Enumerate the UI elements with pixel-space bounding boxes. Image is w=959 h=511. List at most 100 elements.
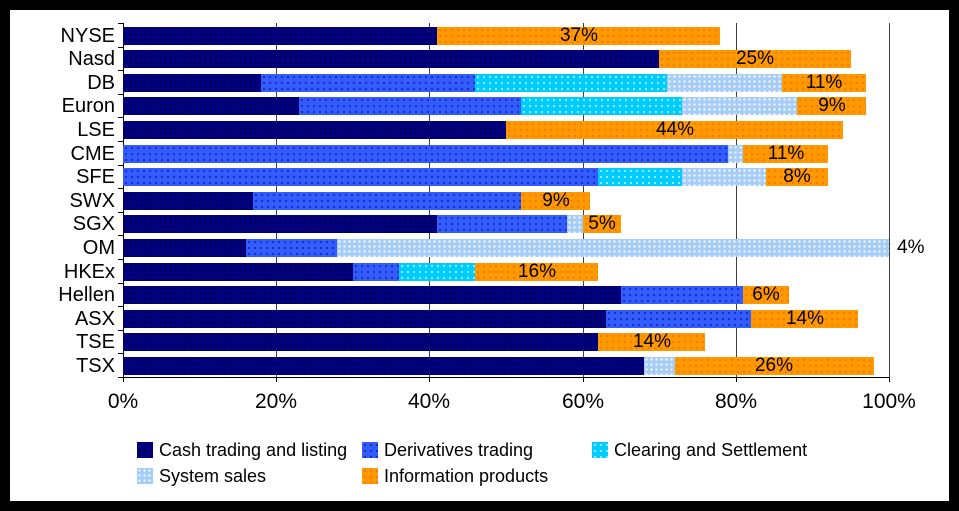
y-axis-tick bbox=[118, 165, 123, 166]
y-axis-tick bbox=[118, 94, 123, 95]
y-axis-label-hkex: HKEx bbox=[63, 261, 115, 283]
bar-row-tse bbox=[123, 333, 706, 351]
bar-segment-hkex-derivatives bbox=[352, 263, 399, 281]
bar-segment-lse-cash bbox=[123, 121, 506, 139]
x-axis-tick bbox=[889, 377, 890, 382]
y-axis-label-tse: TSE bbox=[76, 331, 115, 353]
bar-segment-euron-system bbox=[682, 97, 798, 115]
x-axis-tick-label: 100% bbox=[862, 390, 916, 413]
y-axis-tick bbox=[118, 70, 123, 71]
legend-item-cash: Cash trading and listing bbox=[137, 440, 347, 460]
y-axis-label-nyse: NYSE bbox=[60, 25, 115, 47]
bar-segment-sgx-system bbox=[567, 215, 583, 233]
y-axis-tick bbox=[118, 188, 123, 189]
y-axis-tick bbox=[118, 306, 123, 307]
data-label-lse: 44% bbox=[655, 119, 695, 140]
data-label-sfe: 8% bbox=[783, 166, 811, 187]
bar-segment-euron-clearing bbox=[521, 97, 683, 115]
y-axis-tick bbox=[118, 353, 123, 354]
x-axis-tick-label: 40% bbox=[407, 390, 451, 413]
bar-segment-euron-cash bbox=[123, 97, 300, 115]
y-axis-tick bbox=[118, 283, 123, 284]
information-legend-swatch-icon bbox=[362, 468, 378, 484]
x-axis-tick-label: 80% bbox=[714, 390, 758, 413]
system-legend-swatch-icon bbox=[137, 468, 153, 484]
bar-row-sfe bbox=[123, 168, 828, 186]
bar-row-asx bbox=[123, 310, 859, 328]
x-axis-tick bbox=[123, 377, 124, 382]
bar-segment-hellen-cash bbox=[123, 286, 621, 304]
y-axis-label-sfe: SFE bbox=[76, 166, 115, 188]
bar-segment-sgx-information bbox=[582, 215, 621, 233]
bar-segment-nyse-cash bbox=[123, 27, 438, 45]
y-axis-tick bbox=[118, 141, 123, 142]
bar-segment-cme-system bbox=[728, 145, 744, 163]
cash-legend-swatch-icon bbox=[137, 442, 153, 458]
bar-row-db bbox=[123, 74, 866, 92]
data-label-cme: 11% bbox=[767, 143, 805, 164]
bar-segment-db-clearing bbox=[475, 74, 667, 92]
bar-segment-om-cash bbox=[123, 239, 246, 257]
bar-segment-asx-cash bbox=[123, 310, 606, 328]
bar-segment-nasd-information bbox=[659, 50, 851, 68]
y-axis-label-hellen: Hellen bbox=[58, 284, 115, 306]
y-axis-tick bbox=[118, 330, 123, 331]
x-axis-tick-label: 0% bbox=[107, 390, 139, 413]
data-label-tse: 14% bbox=[632, 331, 672, 352]
data-label-nyse: 37% bbox=[559, 25, 599, 46]
bar-segment-swx-information bbox=[521, 192, 591, 210]
bar-row-euron bbox=[123, 97, 866, 115]
bar-segment-hellen-information bbox=[743, 286, 790, 304]
y-axis-label-swx: SWX bbox=[69, 190, 115, 212]
bar-segment-db-derivatives bbox=[260, 74, 476, 92]
y-axis-label-sgx: SGX bbox=[72, 213, 115, 235]
bar-segment-hkex-information bbox=[475, 263, 598, 281]
bar-segment-hkex-clearing bbox=[398, 263, 476, 281]
y-axis-label-tsx: TSX bbox=[76, 355, 115, 377]
y-axis-tick bbox=[118, 47, 123, 48]
bar-row-tsx bbox=[123, 357, 874, 375]
data-label-euron: 9% bbox=[818, 95, 846, 116]
bar-row-lse bbox=[123, 121, 844, 139]
x-axis-tick-label: 20% bbox=[254, 390, 298, 413]
bar-segment-tsx-system bbox=[643, 357, 675, 375]
bar-row-hellen bbox=[123, 286, 790, 304]
plot-gridline-100 bbox=[889, 23, 890, 377]
bar-segment-tsx-cash bbox=[123, 357, 644, 375]
bar-segment-db-system bbox=[666, 74, 782, 92]
data-label-hellen: 6% bbox=[752, 284, 780, 305]
bar-segment-euron-derivatives bbox=[299, 97, 522, 115]
legend-item-clearing: Clearing and Settlement bbox=[592, 440, 807, 460]
bar-segment-nyse-information bbox=[437, 27, 721, 45]
bar-segment-db-information bbox=[781, 74, 866, 92]
bar-row-swx bbox=[123, 192, 591, 210]
bar-segment-asx-derivatives bbox=[605, 310, 752, 328]
bar-segment-sfe-derivatives bbox=[123, 168, 598, 186]
legend-item-derivatives: Derivatives trading bbox=[362, 440, 533, 460]
bar-segment-tse-information bbox=[597, 333, 706, 351]
legend-label-system: System sales bbox=[159, 465, 267, 486]
plot-gridline-80 bbox=[736, 23, 737, 377]
bar-segment-hkex-cash bbox=[123, 263, 353, 281]
legend-item-system: System sales bbox=[137, 465, 267, 486]
x-axis-tick bbox=[429, 377, 430, 382]
y-axis-label-asx: ASX bbox=[74, 308, 115, 330]
x-axis-line bbox=[123, 377, 890, 378]
y-axis-tick bbox=[118, 235, 123, 236]
data-label-db: 11% bbox=[805, 72, 843, 93]
derivatives-legend-swatch-icon bbox=[362, 442, 378, 458]
y-axis-label-db: DB bbox=[87, 72, 115, 94]
bar-row-cme bbox=[123, 145, 828, 163]
bar-row-om bbox=[123, 239, 889, 257]
bar-segment-sfe-system bbox=[682, 168, 767, 186]
bar-segment-euron-information bbox=[797, 97, 866, 115]
bar-row-sgx bbox=[123, 215, 621, 233]
bar-segment-om-system bbox=[337, 239, 889, 257]
y-axis-tick bbox=[118, 117, 123, 118]
bar-segment-cme-derivatives bbox=[123, 145, 729, 163]
y-axis-tick bbox=[118, 259, 123, 260]
y-axis-tick bbox=[118, 23, 123, 24]
bar-segment-lse-information bbox=[506, 121, 844, 139]
data-label-nasd: 25% bbox=[735, 48, 775, 69]
